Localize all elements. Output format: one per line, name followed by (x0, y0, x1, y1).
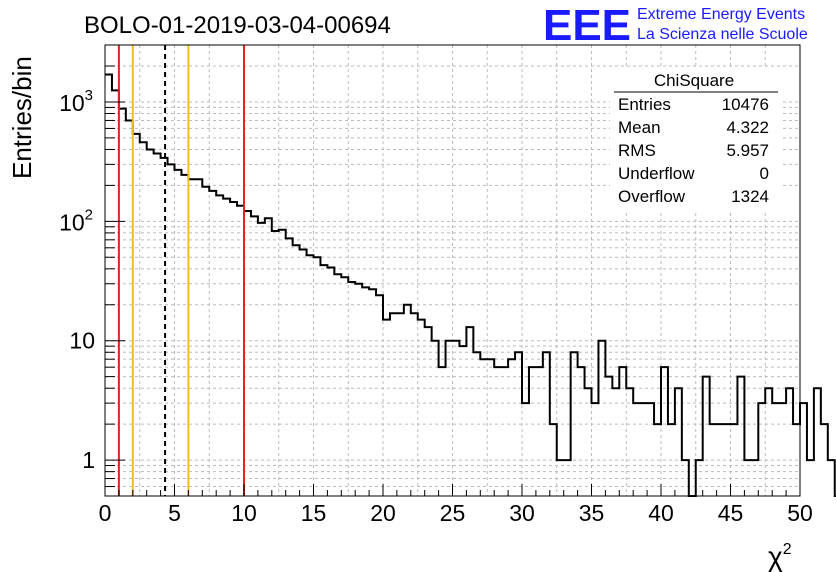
x-tick-label: 40 (648, 500, 674, 526)
x-tick-label: 15 (301, 500, 327, 526)
eee-logo: EEE Extreme Energy Events La Scienza nel… (543, 1, 808, 50)
x-tick-label: 30 (509, 500, 535, 526)
reference-lines (117, 45, 245, 496)
grid (105, 45, 800, 496)
stats-value: 5.957 (726, 141, 769, 160)
stats-label: Underflow (618, 164, 695, 183)
stats-value: 0 (760, 164, 769, 183)
y-tick-label: 10 (69, 328, 95, 354)
y-tick-labels: 1 10 102 103 (59, 87, 95, 473)
y-tick-label: 1 (82, 447, 95, 473)
y-tick-label: 102 (59, 206, 93, 235)
stats-label: Entries (618, 95, 671, 114)
histogram (105, 73, 836, 497)
axis-ticks (104, 65, 801, 496)
eee-logo-line2: La Scienza nelle Scuole (637, 26, 808, 43)
eee-logo-line1: Extreme Energy Events (637, 6, 805, 23)
y-axis-label: Entries/bin (7, 56, 37, 179)
stats-label: Overflow (618, 187, 686, 206)
stats-rows: Entries 10476 Mean 4.322 RMS 5.957 Underflow 0 O… (618, 95, 769, 206)
x-axis-label: χ2 (768, 541, 792, 572)
x-tick-labels: 0 5 10 15 20 25 30 35 40 45 50 (99, 500, 813, 526)
x-tick-label: 20 (370, 500, 396, 526)
eee-logo-text: EEE (543, 1, 631, 50)
x-tick-label: 5 (168, 500, 181, 526)
stats-title: ChiSquare (654, 71, 734, 90)
y-tick-label: 103 (59, 87, 93, 116)
x-tick-label: 10 (231, 500, 257, 526)
stats-value: 10476 (722, 95, 769, 114)
x-tick-label: 45 (718, 500, 744, 526)
stats-box: ChiSquare Entries 10476 Mean 4.322 RMS 5.957 U… (610, 68, 780, 210)
x-tick-label: 35 (579, 500, 605, 526)
x-tick-label: 0 (99, 500, 112, 526)
x-tick-label: 25 (440, 500, 466, 526)
x-tick-label: 50 (787, 500, 813, 526)
x-axis-label-sup: 2 (783, 541, 792, 558)
stats-value: 1324 (731, 187, 769, 206)
y-tick-label-exponent: 2 (85, 206, 93, 223)
stats-value: 4.322 (726, 118, 769, 137)
stats-label: RMS (618, 141, 656, 160)
stats-label: Mean (618, 118, 661, 137)
chart-title: BOLO-01-2019-03-04-00694 (84, 12, 391, 39)
y-tick-label-exponent: 3 (85, 87, 93, 104)
histogram-outline (105, 73, 836, 497)
